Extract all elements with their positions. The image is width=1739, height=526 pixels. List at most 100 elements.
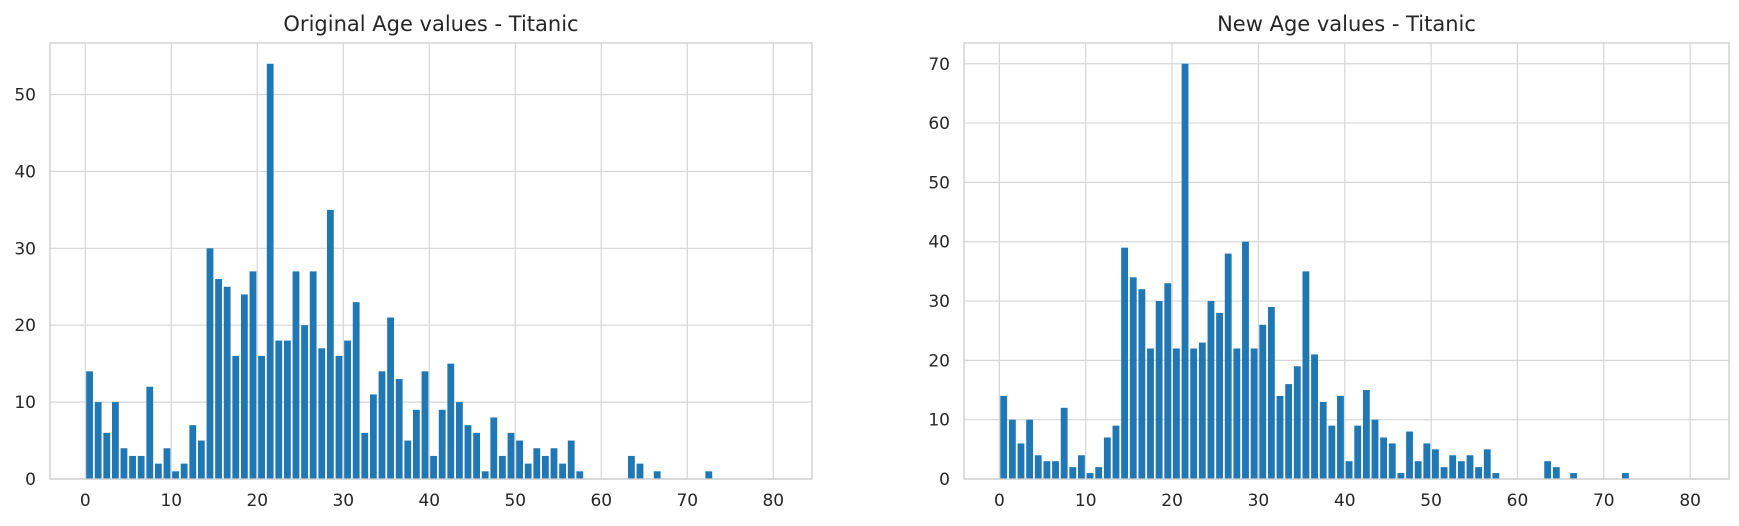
bar bbox=[421, 371, 429, 479]
y-tick-label: 0 bbox=[25, 470, 36, 490]
x-tick-label: 30 bbox=[1248, 491, 1270, 511]
bar bbox=[498, 455, 506, 479]
x-tick-label: 0 bbox=[80, 491, 91, 511]
bar bbox=[129, 455, 136, 479]
bar bbox=[335, 355, 343, 479]
bar bbox=[1181, 63, 1189, 480]
bar bbox=[369, 394, 377, 479]
bar bbox=[455, 402, 463, 479]
x-tick-label: 80 bbox=[762, 491, 784, 511]
bar bbox=[1449, 455, 1457, 479]
bar bbox=[395, 379, 403, 479]
x-tick-label: 40 bbox=[418, 491, 440, 511]
bar bbox=[1570, 473, 1577, 479]
plot-frame bbox=[963, 42, 1730, 480]
bar bbox=[1328, 425, 1336, 479]
y-tick-label: 30 bbox=[928, 292, 950, 312]
bar bbox=[1052, 461, 1059, 479]
bar bbox=[154, 463, 162, 479]
bar bbox=[1311, 354, 1318, 479]
bar bbox=[1259, 324, 1267, 479]
bar bbox=[266, 63, 274, 480]
x-tick-label: 60 bbox=[1507, 491, 1529, 511]
chart-panel-new: 0 10 20 30 40 50 60 70 80 0 10 20 30 40 50 60 70 New Age … bbox=[928, 12, 1730, 511]
bar bbox=[1302, 271, 1310, 479]
bar bbox=[1406, 431, 1413, 479]
bar bbox=[1362, 390, 1370, 479]
bar bbox=[1457, 461, 1465, 479]
bar bbox=[1475, 467, 1483, 479]
bar bbox=[1371, 419, 1379, 479]
bar bbox=[387, 317, 394, 479]
bar bbox=[1060, 407, 1068, 479]
bar bbox=[206, 248, 214, 479]
bar bbox=[490, 417, 498, 479]
y-tick-label: 10 bbox=[928, 411, 950, 431]
bar bbox=[412, 409, 420, 479]
bar bbox=[120, 448, 128, 479]
x-tick-label: 50 bbox=[504, 491, 526, 511]
bar bbox=[1319, 401, 1327, 479]
bar bbox=[404, 440, 412, 479]
bar bbox=[292, 271, 300, 479]
bar bbox=[361, 432, 369, 479]
bar bbox=[1354, 425, 1362, 479]
bar bbox=[86, 371, 93, 479]
bar bbox=[1095, 467, 1103, 479]
x-tick-label: 10 bbox=[160, 491, 182, 511]
bar bbox=[326, 209, 334, 479]
bar bbox=[653, 471, 661, 479]
bar bbox=[1492, 473, 1500, 479]
bar bbox=[1250, 348, 1258, 479]
bar bbox=[447, 363, 455, 479]
bar bbox=[524, 463, 532, 479]
bar bbox=[1216, 312, 1223, 479]
bar bbox=[275, 340, 283, 479]
bar bbox=[1198, 342, 1206, 479]
bar bbox=[1544, 461, 1552, 479]
bar bbox=[705, 471, 713, 479]
bar bbox=[1423, 443, 1431, 479]
x-tick-label: 0 bbox=[994, 491, 1005, 511]
bar bbox=[464, 425, 472, 479]
bar bbox=[1440, 467, 1448, 479]
bar bbox=[1121, 247, 1129, 479]
chart-title: New Age values - Titanic bbox=[1217, 12, 1476, 36]
y-tick-label: 70 bbox=[928, 55, 950, 75]
bar bbox=[1466, 455, 1474, 479]
bar bbox=[1017, 443, 1025, 479]
bar bbox=[430, 455, 437, 479]
bar bbox=[1008, 419, 1016, 479]
y-tick-label: 20 bbox=[14, 316, 36, 336]
bar bbox=[550, 448, 558, 479]
bar bbox=[180, 463, 188, 479]
bar bbox=[163, 448, 171, 479]
bar bbox=[1414, 461, 1422, 479]
bar bbox=[1190, 348, 1198, 479]
y-tick-label: 60 bbox=[928, 114, 950, 134]
bar bbox=[1285, 384, 1293, 479]
bar bbox=[1147, 348, 1154, 479]
chart-panel-original: 0 10 20 30 40 50 60 70 80 0 10 20 30 40 50 Original Age… bbox=[14, 12, 813, 511]
bar bbox=[559, 463, 566, 479]
bar bbox=[301, 325, 308, 479]
bar bbox=[352, 302, 360, 479]
bar bbox=[473, 432, 480, 479]
y-tick-label: 20 bbox=[928, 351, 950, 371]
bar bbox=[215, 279, 222, 479]
bar bbox=[1103, 437, 1111, 479]
bar bbox=[309, 271, 317, 479]
bar bbox=[1138, 289, 1146, 479]
x-tick-label: 20 bbox=[1161, 491, 1183, 511]
bar bbox=[1242, 241, 1249, 479]
bar bbox=[1267, 306, 1275, 479]
bar bbox=[1207, 301, 1215, 479]
bar bbox=[197, 440, 205, 479]
bar bbox=[1026, 419, 1034, 479]
bar bbox=[1224, 253, 1232, 479]
bar bbox=[576, 471, 584, 479]
y-tick-label: 10 bbox=[14, 393, 36, 413]
x-tick-label: 80 bbox=[1679, 491, 1701, 511]
bar bbox=[240, 294, 248, 479]
x-tick-label: 10 bbox=[1075, 491, 1097, 511]
